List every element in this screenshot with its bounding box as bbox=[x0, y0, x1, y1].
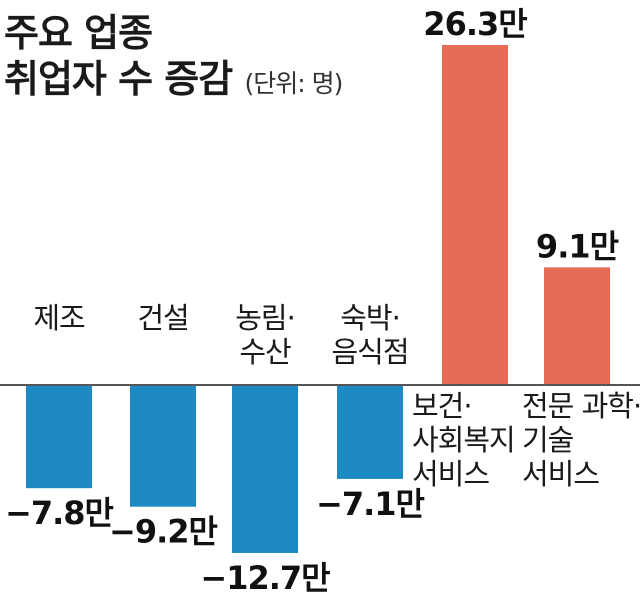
bar-1 bbox=[130, 385, 196, 507]
value-label-3: −7.1만 bbox=[316, 485, 425, 523]
bar-2 bbox=[232, 385, 298, 553]
category-label-3: 숙박· 음식점 bbox=[331, 301, 408, 369]
value-label-5: 9.1만 bbox=[536, 227, 619, 265]
unit-label: (단위: 명) bbox=[244, 69, 343, 98]
category-label-0: 제조 bbox=[33, 301, 85, 335]
bar-3 bbox=[337, 385, 403, 479]
category-label-4: 보건· 사회복지 서비스 bbox=[412, 389, 515, 491]
category-label-1: 건설 bbox=[137, 301, 188, 335]
bar-5 bbox=[544, 267, 610, 385]
category-label-2: 농림· 수산 bbox=[235, 301, 295, 369]
value-label-1: −9.2만 bbox=[109, 513, 218, 551]
chart-title-line-2: 취업자 수 증감 (단위: 명) bbox=[4, 48, 343, 103]
value-label-2: −12.7만 bbox=[200, 559, 330, 597]
bar-4 bbox=[442, 45, 508, 385]
category-label-5: 전문 과학· 기술 서비스 bbox=[522, 389, 640, 491]
value-label-4: 26.3만 bbox=[423, 5, 527, 43]
chart-title-line-1: 주요 업종 bbox=[4, 11, 153, 55]
bar-0 bbox=[26, 385, 92, 489]
chart-title-text: 취업자 수 증감 bbox=[4, 57, 233, 101]
value-label-0: −7.8만 bbox=[5, 494, 114, 532]
